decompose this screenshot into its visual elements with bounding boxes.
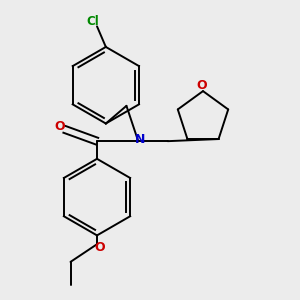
Text: N: N <box>134 133 145 146</box>
Text: O: O <box>196 79 207 92</box>
Text: Cl: Cl <box>86 15 99 28</box>
Text: O: O <box>94 241 105 254</box>
Text: O: O <box>54 120 64 133</box>
